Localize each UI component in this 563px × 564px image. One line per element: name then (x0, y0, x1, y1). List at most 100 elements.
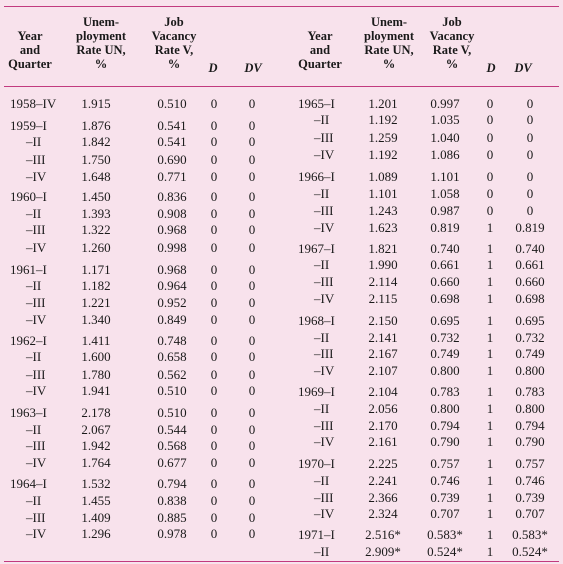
quarter-cell: –III (26, 367, 46, 382)
unemployment-rate-cell: 1.243 (368, 203, 398, 218)
vacancy-rate-cell: 0.783 (430, 384, 460, 399)
unemployment-rate-cell: 1.296 (81, 526, 111, 541)
vacancy-rate-cell: 1.086 (430, 147, 460, 162)
header-rule (4, 86, 559, 87)
dummy-dv-cell: 0 (248, 134, 256, 149)
left-table-row: –IV 1.340 0.849 0 0 (0, 312, 563, 328)
vacancy-rate-cell: 0.757 (430, 456, 460, 471)
unemployment-rate-cell: 1.101 (368, 186, 398, 201)
left-table-row: –III 1.409 0.885 0 0 (0, 510, 563, 526)
quarter-cell: 1970–I (298, 456, 335, 471)
right-table-row: –II 1.192 1.035 0 0 (0, 112, 563, 128)
right-table-row: –III 1.243 0.987 0 0 (0, 203, 563, 219)
unemployment-rate-cell: 2.114 (368, 274, 398, 289)
unemployment-rate-cell: 2.909* (365, 544, 401, 559)
dummy-d-cell: 1 (486, 363, 494, 378)
dummy-d-cell: 1 (486, 330, 494, 345)
left-table-row: –III 1.221 0.952 0 0 (0, 295, 563, 311)
dummy-d-cell: 1 (486, 241, 494, 256)
dummy-dv-cell: 0.790 (515, 434, 545, 449)
dummy-dv-cell: 0 (248, 455, 256, 470)
header-year-quarter-right: Year and Quarter (298, 29, 342, 71)
header-year-quarter-left: Year and Quarter (8, 29, 52, 71)
right-table-row: –II 2.241 0.746 1 0.746 (0, 473, 563, 489)
quarter-cell: –II (314, 186, 330, 201)
dummy-d-cell: 1 (486, 384, 494, 399)
vacancy-rate-cell: 0.849 (157, 312, 187, 327)
vacancy-rate-cell: 0.562 (157, 367, 187, 382)
unemployment-rate-cell: 2.241 (368, 473, 398, 488)
unemployment-rate-cell: 2.170 (368, 418, 398, 433)
dummy-d-cell: 0 (210, 493, 218, 508)
dummy-d-cell: 1 (486, 346, 494, 361)
right-table-row: 1968–I 2.150 0.695 1 0.695 (0, 313, 563, 329)
quarter-cell: 1963–I (10, 405, 47, 420)
dummy-dv-cell: 0.732 (515, 330, 545, 345)
dummy-d-cell: 1 (486, 456, 494, 471)
header-unemployment-right: Unem- ployment Rate UN, % (364, 15, 414, 71)
quarter-cell: –II (314, 473, 330, 488)
quarter-cell: –IV (314, 147, 335, 162)
unemployment-rate-cell: 1.409 (81, 510, 111, 525)
left-table-row: 1959–I 1.876 0.541 0 0 (0, 118, 563, 134)
dummy-d-cell: 0 (210, 510, 218, 525)
unemployment-rate-cell: 1.764 (81, 455, 111, 470)
dummy-dv-cell: 0 (248, 240, 256, 255)
dummy-dv-cell: 0 (248, 476, 256, 491)
quarter-cell: –III (314, 346, 334, 361)
quarter-cell: –II (26, 278, 42, 293)
right-table-row: –IV 1.192 1.086 0 0 (0, 147, 563, 163)
vacancy-rate-cell: 0.690 (157, 152, 187, 167)
dummy-d-cell: 0 (210, 169, 218, 184)
left-table-row: –III 1.750 0.690 0 0 (0, 152, 563, 168)
unemployment-rate-cell: 1.623 (368, 220, 398, 235)
dummy-dv-cell: 0.660 (515, 274, 545, 289)
unemployment-rate-cell: 1.201 (368, 96, 398, 111)
quarter-cell: 1959–I (10, 118, 47, 133)
quarter-cell: –II (314, 401, 330, 416)
right-table-row: –IV 2.107 0.800 1 0.800 (0, 363, 563, 379)
dummy-dv-cell: 0 (248, 422, 256, 437)
vacancy-rate-cell: 0.510 (157, 383, 187, 398)
quarter-cell: –II (314, 330, 330, 345)
left-table-row: 1960–I 1.450 0.836 0 0 (0, 189, 563, 205)
vacancy-rate-cell: 0.836 (157, 189, 187, 204)
unemployment-rate-cell: 2.324 (368, 506, 398, 521)
dummy-dv-cell: 0 (248, 152, 256, 167)
dummy-d-cell: 1 (486, 257, 494, 272)
unemployment-rate-cell: 1.260 (81, 240, 111, 255)
unemployment-rate-cell: 1.192 (368, 112, 398, 127)
dummy-dv-cell: 0.583* (512, 527, 548, 542)
vacancy-rate-cell: 0.908 (157, 206, 187, 221)
quarter-cell: –IV (314, 291, 335, 306)
dummy-dv-cell: 0 (526, 147, 534, 162)
quarter-cell: –II (26, 349, 42, 364)
dummy-d-cell: 0 (210, 438, 218, 453)
quarter-cell: –IV (26, 240, 47, 255)
quarter-cell: –II (26, 493, 42, 508)
vacancy-rate-cell: 0.695 (430, 313, 460, 328)
left-table-row: 1958–IV 1.915 0.510 0 0 (0, 96, 563, 112)
quarter-cell: 1960–I (10, 189, 47, 204)
vacancy-rate-cell: 0.568 (157, 438, 187, 453)
header-d-right: D (486, 61, 496, 75)
vacancy-rate-cell: 1.035 (430, 112, 460, 127)
unemployment-rate-cell: 1.450 (81, 189, 111, 204)
vacancy-rate-cell: 0.838 (157, 493, 187, 508)
vacancy-rate-cell: 0.732 (430, 330, 460, 345)
quarter-cell: –III (314, 203, 334, 218)
unemployment-rate-cell: 1.171 (81, 262, 111, 277)
unemployment-rate-cell: 2.516* (365, 527, 401, 542)
right-table-row: –IV 2.324 0.707 1 0.707 (0, 506, 563, 522)
left-table-row: –II 1.393 0.908 0 0 (0, 206, 563, 222)
vacancy-rate-cell: 0.794 (430, 418, 460, 433)
vacancy-rate-cell: 0.748 (157, 333, 187, 348)
unemployment-rate-cell: 2.150 (368, 313, 398, 328)
dummy-d-cell: 0 (486, 112, 494, 127)
dummy-dv-cell: 0 (248, 169, 256, 184)
vacancy-rate-cell: 0.583* (427, 527, 463, 542)
dummy-dv-cell: 0 (248, 333, 256, 348)
dummy-dv-cell: 0 (248, 405, 256, 420)
quarter-cell: 1966–I (298, 169, 335, 184)
unemployment-rate-cell: 2.225 (368, 456, 398, 471)
